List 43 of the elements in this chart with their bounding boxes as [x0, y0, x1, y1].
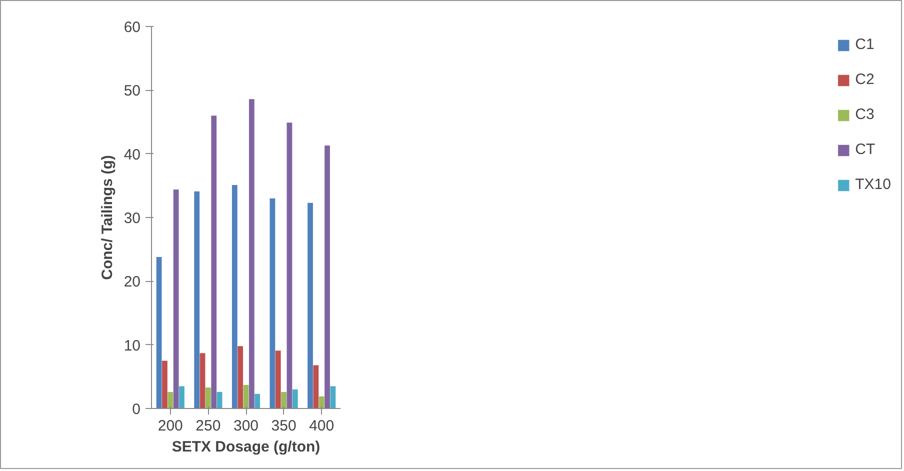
legend-label: C2 [855, 71, 876, 88]
bar [232, 185, 238, 408]
bar [238, 346, 244, 408]
x-tick-label: 300 [233, 418, 259, 434]
bar [248, 99, 254, 408]
bar [275, 350, 281, 408]
y-tick-label: 60 [124, 19, 141, 36]
bar [216, 392, 222, 408]
y-axis-title: Conc/ Tailings (g) [98, 155, 116, 280]
bar [168, 392, 174, 408]
bar [173, 189, 179, 408]
bar [281, 392, 286, 408]
x-axis-title: SETX Dosage (g/ton) [172, 438, 320, 456]
legend-label: C3 [855, 106, 876, 123]
bar [313, 365, 319, 408]
bar [318, 396, 324, 408]
bar [162, 360, 168, 408]
y-tick-label: 0 [132, 401, 140, 418]
bar [270, 198, 276, 408]
bar [156, 256, 162, 408]
bar [286, 122, 292, 408]
legend-label: TX10 [855, 176, 891, 193]
bar [254, 394, 260, 408]
bar [292, 389, 298, 408]
legend-label: CT [855, 141, 876, 158]
y-tick-label: 10 [124, 337, 141, 354]
y-tick-label: 20 [124, 274, 141, 291]
x-tick-label: 350 [271, 418, 296, 434]
bar [308, 202, 313, 408]
bar [324, 146, 330, 408]
bar [211, 116, 217, 408]
bar [179, 386, 184, 408]
x-tick-label: 400 [309, 418, 334, 434]
y-tick-label: 40 [124, 146, 141, 164]
legend-label: C1 [855, 36, 876, 53]
bar [194, 191, 200, 408]
bar [200, 353, 206, 408]
y-tick-label: 50 [124, 82, 141, 100]
y-tick-label: 30 [124, 210, 141, 227]
x-tick-label: 250 [196, 418, 221, 434]
bar [206, 387, 211, 408]
x-tick-label: 200 [158, 418, 183, 434]
bar [330, 386, 336, 408]
